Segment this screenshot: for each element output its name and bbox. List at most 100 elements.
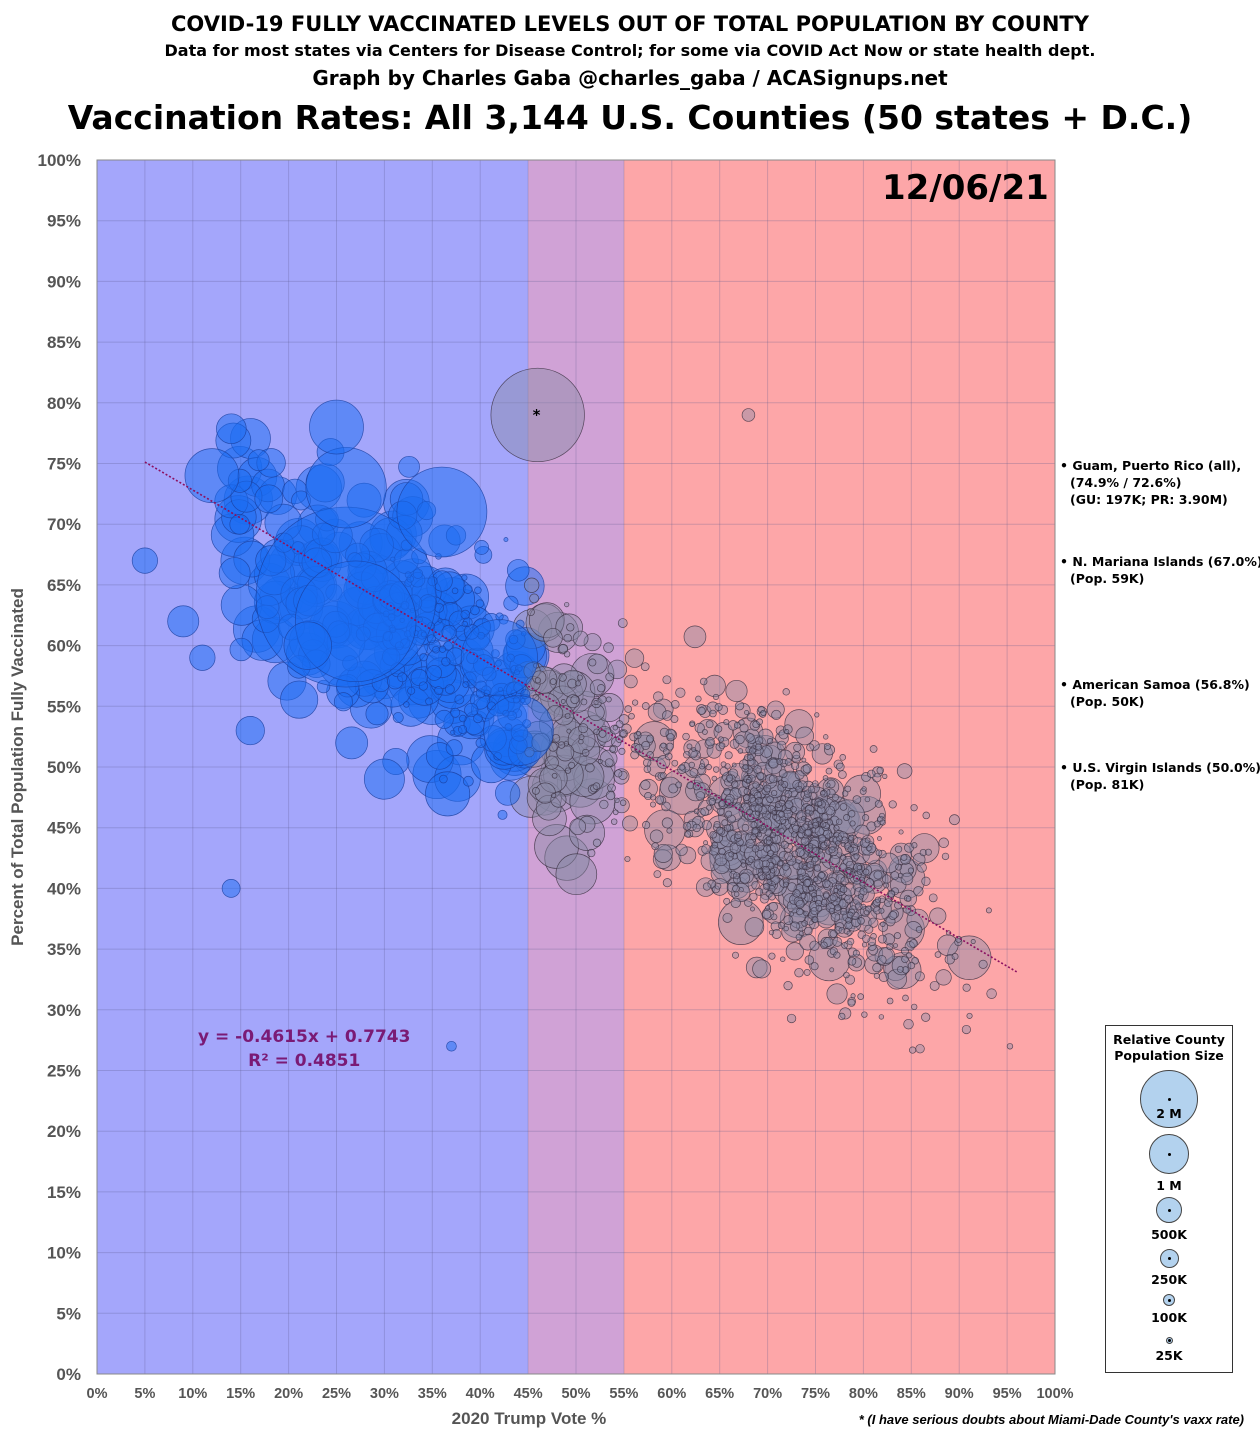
county-bubble (653, 691, 664, 702)
county-bubble (843, 814, 850, 821)
county-bubble (592, 782, 601, 790)
county-bubble (808, 938, 851, 982)
x-tick-label: 75% (801, 1386, 830, 1402)
x-tick-label: 20% (274, 1386, 303, 1402)
county-bubble (795, 899, 805, 909)
county-bubble (978, 959, 988, 969)
county-bubble (652, 849, 673, 869)
county-bubble (617, 618, 628, 628)
county-bubble (805, 804, 815, 815)
county-bubble (714, 882, 722, 890)
county-bubble (439, 774, 448, 784)
county-bubble (880, 921, 886, 927)
county-bubble (464, 702, 479, 718)
county-bubble (229, 514, 250, 535)
county-bubble (218, 557, 251, 590)
county-bubble (830, 855, 840, 865)
county-bubble (834, 904, 842, 912)
county-bubble (826, 779, 836, 789)
county-bubble (701, 728, 708, 735)
county-bubble (671, 759, 679, 767)
county-bubble (363, 758, 405, 800)
chart-main-title: Vaccination Rates: All 3,144 U.S. Counti… (67, 98, 1193, 137)
county-bubble (711, 841, 719, 849)
county-bubble (747, 855, 755, 863)
county-bubble (771, 929, 782, 939)
county-bubble (785, 942, 804, 961)
county-bubble (879, 819, 886, 826)
county-bubble (874, 799, 883, 808)
county-bubble (820, 821, 827, 828)
county-bubble (634, 743, 644, 754)
county-bubble (847, 998, 856, 1007)
county-bubble (605, 696, 612, 703)
county-bubble (824, 839, 831, 847)
county-bubble (757, 728, 774, 745)
county-bubble (853, 853, 860, 860)
county-bubble (845, 915, 862, 932)
county-bubble (714, 725, 723, 733)
county-bubble (444, 684, 455, 695)
county-bubble (644, 792, 653, 801)
x-tick-label: 30% (370, 1386, 399, 1402)
county-bubble (458, 725, 468, 734)
county-bubble (929, 980, 940, 991)
county-bubble (841, 942, 848, 949)
county-bubble (473, 713, 483, 724)
county-bubble (756, 832, 762, 838)
zone-red (623, 160, 1055, 1374)
county-bubble (506, 559, 530, 582)
county-bubble (750, 833, 757, 841)
county-bubble (818, 834, 827, 843)
county-bubble (539, 673, 584, 717)
county-bubble (755, 797, 763, 805)
county-bubble (636, 731, 642, 736)
county-bubble (795, 785, 803, 794)
county-bubble (747, 813, 755, 821)
county-bubble (771, 789, 778, 797)
county-bubble (701, 844, 712, 855)
county-bubble (784, 851, 793, 861)
county-bubble (426, 634, 436, 644)
county-bubble (798, 930, 805, 937)
county-bubble (784, 800, 794, 809)
county-bubble (438, 645, 447, 653)
county-bubble (503, 537, 509, 543)
county-bubbles: * (131, 367, 1014, 1054)
county-bubble (802, 763, 813, 774)
county-bubble (675, 687, 686, 698)
territory-name: • N. Mariana Islands (67.0%) (1060, 553, 1260, 569)
county-bubble (418, 681, 428, 691)
county-bubble (850, 993, 856, 999)
county-bubble (915, 926, 923, 933)
x-tick-label: 90% (945, 1386, 974, 1402)
county-bubble (446, 1040, 457, 1052)
county-bubble (753, 859, 764, 869)
county-bubble (806, 860, 815, 869)
county-bubble (744, 917, 765, 937)
county-bubble (752, 959, 772, 979)
county-bubble (799, 933, 817, 951)
asterisk-mark: * (533, 406, 541, 424)
territory-note: • Guam, Puerto Rico (all), (74.9% / 72.6%… (1060, 457, 1241, 508)
y-tick-label: 60% (47, 637, 81, 656)
county-bubble (735, 701, 745, 711)
county-bubble (280, 680, 319, 719)
county-bubble (731, 762, 737, 768)
county-bubble (695, 695, 702, 703)
county-bubble (709, 831, 717, 839)
county-bubble (717, 704, 729, 715)
county-bubble (662, 710, 673, 721)
county-bubble (558, 643, 569, 654)
county-bubble (809, 940, 820, 951)
county-bubble (919, 848, 927, 857)
county-bubble (585, 762, 595, 773)
county-bubble (655, 795, 665, 805)
county-bubble (459, 714, 467, 723)
county-bubble (915, 1044, 925, 1054)
legend-center-dot (1167, 1097, 1171, 1101)
county-bubble (886, 968, 907, 990)
county-bubble (659, 772, 667, 779)
county-bubble (758, 874, 766, 881)
